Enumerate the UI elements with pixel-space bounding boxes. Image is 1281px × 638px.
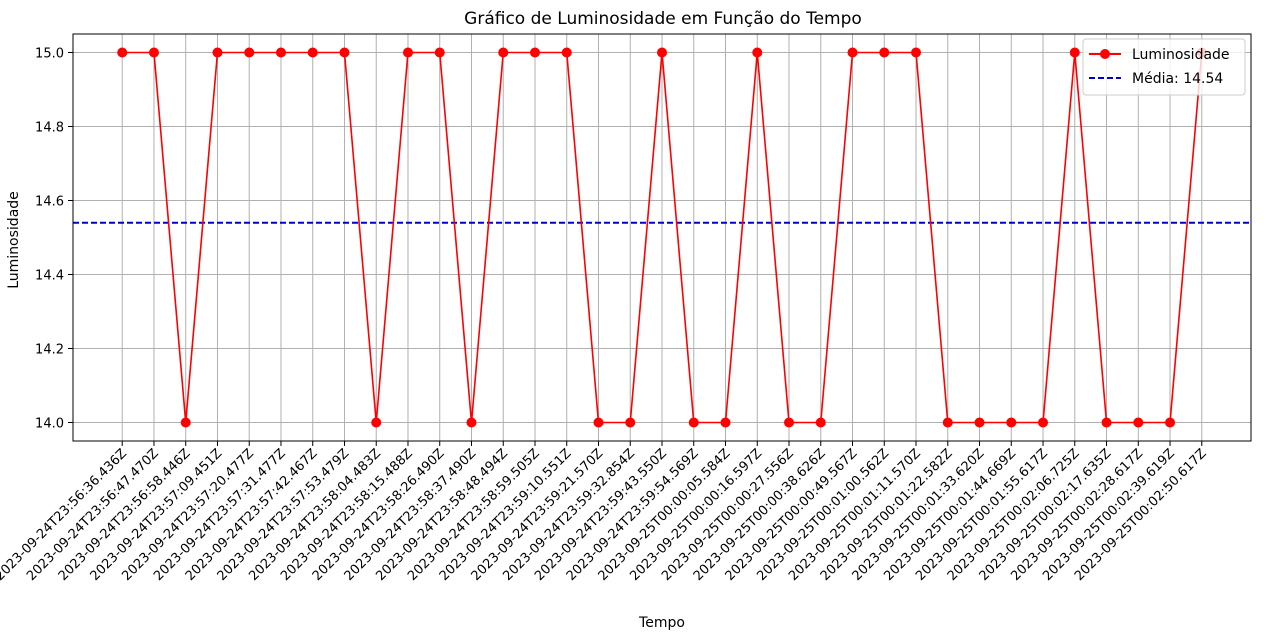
data-point [657, 47, 667, 58]
data-point [974, 417, 985, 428]
y-tick-label: 14.0 [35, 417, 64, 432]
data-point [307, 47, 318, 58]
y-tick-label: 14.2 [35, 343, 64, 358]
legend: Luminosidade Média: 14.54 [1082, 38, 1246, 96]
data-point [148, 47, 159, 58]
legend-luminosidade-label: Luminosidade [1132, 47, 1230, 63]
data-point [498, 47, 509, 58]
y-tick-label: 14.4 [35, 269, 64, 284]
y-tick-label: 14.8 [35, 121, 64, 136]
data-point [1006, 417, 1017, 428]
data-point [942, 417, 953, 428]
chart-title: Gráfico de Luminosidade em Função do Tem… [464, 9, 862, 29]
data-point [752, 47, 763, 58]
data-point [212, 47, 223, 58]
y-tick-label: 14.6 [35, 195, 64, 210]
data-point [625, 417, 636, 428]
grid [73, 34, 1251, 441]
data-point [911, 47, 922, 58]
legend-media-label: Média: 14.54 [1132, 71, 1223, 87]
data-point [339, 47, 350, 58]
data-point [117, 47, 128, 58]
data-point [561, 47, 572, 58]
data-point [529, 47, 540, 58]
data-point [1038, 417, 1049, 428]
data-point [402, 47, 413, 58]
legend-box [1082, 38, 1246, 96]
data-point [1165, 417, 1176, 428]
y-axis-label: Luminosidade [6, 191, 22, 289]
data-point [371, 417, 382, 428]
y-tick-label: 15.0 [35, 47, 64, 62]
y-axis-ticks: 14.0 14.2 14.4 14.6 14.8 15.0 [35, 47, 73, 432]
data-point [879, 47, 890, 58]
data-point [1069, 47, 1080, 58]
data-point [244, 47, 255, 58]
data-point [688, 417, 699, 428]
data-point [1101, 417, 1112, 428]
data-point [815, 417, 826, 428]
x-axis-label: Tempo [638, 615, 685, 631]
data-point [275, 47, 286, 58]
data-point [1133, 417, 1144, 428]
data-point [434, 47, 445, 58]
data-point [180, 417, 191, 428]
data-point [593, 417, 604, 428]
data-point [720, 417, 731, 428]
data-point [784, 417, 795, 428]
data-point [466, 417, 477, 428]
data-point [847, 47, 858, 58]
legend-luminosidade-marker [1100, 49, 1110, 59]
